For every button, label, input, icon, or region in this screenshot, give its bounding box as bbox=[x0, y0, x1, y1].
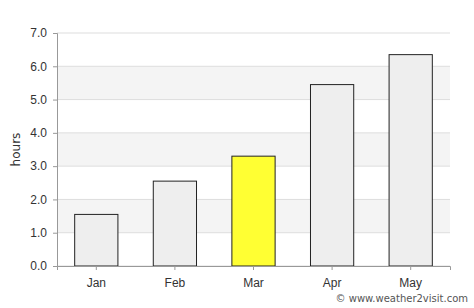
x-tick-mark bbox=[174, 266, 175, 270]
y-tick-mark bbox=[53, 233, 57, 234]
y-tick-mark bbox=[53, 33, 57, 34]
y-tick-label: 6.0 bbox=[30, 60, 47, 74]
bar bbox=[389, 55, 432, 266]
y-tick: 1.0 bbox=[30, 226, 57, 240]
y-axis-line bbox=[53, 34, 58, 267]
x-tick-label: Jan bbox=[87, 276, 106, 290]
y-axis: 0.0 1.0 2.0 3.0 4.0 5.0 6.0 7.0 bbox=[30, 26, 57, 273]
x-axis-line bbox=[58, 267, 451, 271]
x-tick-label: Mar bbox=[243, 276, 264, 290]
bar bbox=[232, 156, 275, 266]
x-tick-label: May bbox=[399, 276, 422, 290]
y-tick-label: 2.0 bbox=[30, 193, 47, 207]
grid bbox=[57, 33, 450, 266]
x-tick-mark bbox=[332, 266, 333, 270]
x-tick-mark bbox=[253, 266, 254, 270]
x-tick-label: Apr bbox=[323, 276, 342, 290]
y-tick-mark bbox=[53, 199, 57, 200]
y-tick-mark bbox=[53, 266, 57, 267]
y-tick-mark bbox=[53, 133, 57, 134]
y-tick-label: 0.0 bbox=[30, 259, 47, 273]
x-tick: Mar bbox=[243, 266, 264, 290]
chart: 0.0 1.0 2.0 3.0 4.0 5.0 6.0 7.0 Jan Feb Mar Apr May h… bbox=[0, 0, 474, 308]
x-tick: Jan bbox=[87, 266, 106, 290]
x-tick: Feb bbox=[165, 266, 186, 290]
x-axis: Jan Feb Mar Apr May bbox=[58, 266, 451, 290]
y-tick: 4.0 bbox=[30, 126, 57, 140]
y-tick-mark bbox=[53, 166, 57, 167]
y-tick: 6.0 bbox=[30, 60, 57, 74]
y-tick-label: 7.0 bbox=[30, 26, 47, 40]
x-tick-mark bbox=[410, 266, 411, 270]
y-tick-label: 5.0 bbox=[30, 93, 47, 107]
y-tick: 0.0 bbox=[30, 259, 57, 273]
y-tick: 5.0 bbox=[30, 93, 57, 107]
bar bbox=[153, 181, 196, 266]
x-tick: May bbox=[399, 266, 422, 290]
y-tick: 7.0 bbox=[30, 26, 57, 40]
y-axis-title: hours bbox=[9, 133, 23, 167]
x-tick: Apr bbox=[323, 266, 342, 290]
y-tick-mark bbox=[53, 66, 57, 67]
source-note: © www.weather2visit.com bbox=[336, 293, 468, 304]
grid-line bbox=[57, 33, 450, 34]
bar bbox=[75, 214, 118, 266]
x-tick-label: Feb bbox=[165, 276, 186, 290]
y-tick-label: 4.0 bbox=[30, 126, 47, 140]
bar bbox=[310, 85, 353, 266]
bars bbox=[75, 55, 433, 266]
y-tick-label: 3.0 bbox=[30, 159, 47, 173]
y-tick: 2.0 bbox=[30, 193, 57, 207]
y-tick: 3.0 bbox=[30, 159, 57, 173]
y-tick-mark bbox=[53, 100, 57, 101]
x-tick-mark bbox=[96, 266, 97, 270]
y-tick-label: 1.0 bbox=[30, 226, 47, 240]
